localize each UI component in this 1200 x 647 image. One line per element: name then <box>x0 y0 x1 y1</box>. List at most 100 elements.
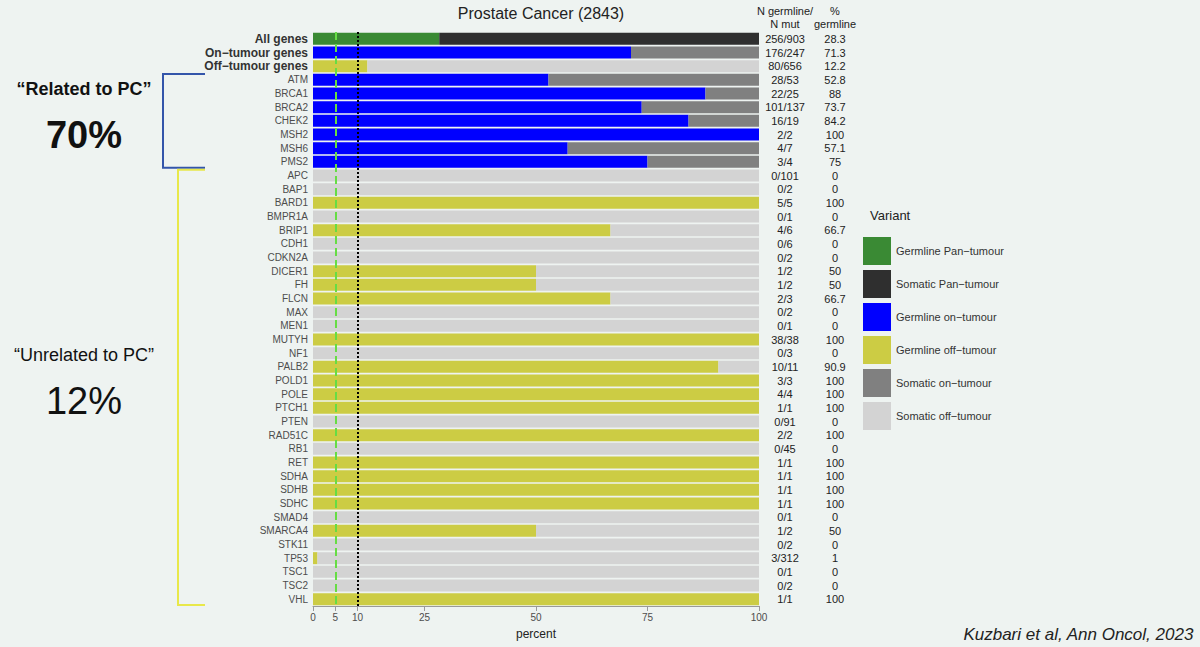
svg-text:88: 88 <box>829 88 841 100</box>
svg-text:0: 0 <box>832 252 838 264</box>
svg-text:CDH1: CDH1 <box>281 238 309 249</box>
svg-text:101/137: 101/137 <box>765 101 805 113</box>
svg-text:0/2: 0/2 <box>777 580 792 592</box>
svg-text:100: 100 <box>826 197 844 209</box>
svg-text:%: % <box>830 5 840 17</box>
svg-text:TSC1: TSC1 <box>282 566 308 577</box>
svg-text:TSC2: TSC2 <box>282 580 308 591</box>
svg-text:BRCA2: BRCA2 <box>275 102 309 113</box>
svg-text:PTCH1: PTCH1 <box>275 402 308 413</box>
svg-text:100: 100 <box>826 457 844 469</box>
svg-text:12%: 12% <box>46 380 122 422</box>
svg-text:1/1: 1/1 <box>777 484 792 496</box>
svg-text:Off−tumour genes: Off−tumour genes <box>204 59 308 73</box>
svg-text:0: 0 <box>832 443 838 455</box>
svg-text:Somatic off−tumour: Somatic off−tumour <box>896 410 992 422</box>
svg-text:3/3: 3/3 <box>777 375 792 387</box>
svg-text:0/1: 0/1 <box>777 511 792 523</box>
svg-text:84.2: 84.2 <box>824 115 845 127</box>
svg-text:2/2: 2/2 <box>777 429 792 441</box>
svg-text:CDKN2A: CDKN2A <box>267 252 308 263</box>
svg-text:PTEN: PTEN <box>281 416 308 427</box>
svg-text:Somatic Pan−tumour: Somatic Pan−tumour <box>896 278 999 290</box>
svg-text:0/2: 0/2 <box>777 306 792 318</box>
svg-text:0/2: 0/2 <box>777 183 792 195</box>
svg-text:MUTYH: MUTYH <box>272 334 308 345</box>
svg-text:52.8: 52.8 <box>824 74 845 86</box>
svg-text:0/45: 0/45 <box>774 443 795 455</box>
svg-text:28/53: 28/53 <box>771 74 799 86</box>
svg-text:5: 5 <box>333 612 339 623</box>
svg-text:10: 10 <box>352 612 364 623</box>
svg-text:50: 50 <box>530 612 542 623</box>
svg-text:66.7: 66.7 <box>824 224 845 236</box>
svg-text:VHL: VHL <box>289 594 309 605</box>
svg-text:2/2: 2/2 <box>777 129 792 141</box>
svg-text:BMPR1A: BMPR1A <box>267 211 308 222</box>
svg-text:1/2: 1/2 <box>777 279 792 291</box>
svg-text:Somatic on−tumour: Somatic on−tumour <box>896 377 992 389</box>
svg-text:100: 100 <box>826 498 844 510</box>
svg-text:100: 100 <box>826 375 844 387</box>
svg-text:All genes: All genes <box>255 32 309 46</box>
svg-text:0: 0 <box>832 320 838 332</box>
svg-text:FH: FH <box>295 279 308 290</box>
svg-text:0/101: 0/101 <box>771 170 799 182</box>
svg-text:0: 0 <box>310 612 316 623</box>
svg-text:4/6: 4/6 <box>777 224 792 236</box>
svg-text:1/1: 1/1 <box>777 457 792 469</box>
svg-text:SMARCA4: SMARCA4 <box>260 525 309 536</box>
svg-text:0/1: 0/1 <box>777 211 792 223</box>
svg-text:BAP1: BAP1 <box>282 184 308 195</box>
svg-text:NF1: NF1 <box>289 348 308 359</box>
svg-text:0/1: 0/1 <box>777 566 792 578</box>
svg-text:BRCA1: BRCA1 <box>275 88 309 99</box>
svg-text:100: 100 <box>826 470 844 482</box>
svg-text:Kuzbari et al, Ann Oncol, 2023: Kuzbari et al, Ann Oncol, 2023 <box>963 625 1194 644</box>
svg-text:SDHC: SDHC <box>280 498 308 509</box>
svg-text:FLCN: FLCN <box>282 293 308 304</box>
svg-text:3/312: 3/312 <box>771 552 799 564</box>
svg-text:PMS2: PMS2 <box>281 156 309 167</box>
svg-text:3/4: 3/4 <box>777 156 792 168</box>
svg-text:CHEK2: CHEK2 <box>275 115 309 126</box>
svg-text:0: 0 <box>832 566 838 578</box>
svg-text:0: 0 <box>832 183 838 195</box>
svg-text:0: 0 <box>832 580 838 592</box>
svg-text:MSH6: MSH6 <box>280 143 308 154</box>
svg-text:256/903: 256/903 <box>765 33 805 45</box>
svg-text:100: 100 <box>826 129 844 141</box>
svg-text:“Unrelated to PC”: “Unrelated to PC” <box>14 345 154 365</box>
svg-text:1/2: 1/2 <box>777 525 792 537</box>
svg-text:28.3: 28.3 <box>824 33 845 45</box>
svg-text:MSH2: MSH2 <box>280 129 308 140</box>
svg-text:N germline/: N germline/ <box>757 5 814 17</box>
svg-text:SDHA: SDHA <box>280 471 308 482</box>
svg-text:16/19: 16/19 <box>771 115 799 127</box>
svg-text:1/1: 1/1 <box>777 593 792 605</box>
svg-text:0/2: 0/2 <box>777 539 792 551</box>
svg-text:100: 100 <box>826 388 844 400</box>
svg-text:73.7: 73.7 <box>824 101 845 113</box>
svg-text:Germline Pan−tumour: Germline Pan−tumour <box>896 245 1004 257</box>
svg-text:SDHB: SDHB <box>280 484 308 495</box>
svg-text:1: 1 <box>832 552 838 564</box>
svg-text:germline: germline <box>814 18 856 30</box>
svg-text:0/2: 0/2 <box>777 252 792 264</box>
svg-text:50: 50 <box>829 279 841 291</box>
svg-text:0/91: 0/91 <box>774 416 795 428</box>
svg-text:0: 0 <box>832 416 838 428</box>
svg-text:Germline off−tumour: Germline off−tumour <box>896 344 997 356</box>
svg-text:POLD1: POLD1 <box>275 375 308 386</box>
svg-text:0/3: 0/3 <box>777 347 792 359</box>
svg-text:DICER1: DICER1 <box>271 266 308 277</box>
svg-text:1/1: 1/1 <box>777 402 792 414</box>
svg-text:4/4: 4/4 <box>777 388 792 400</box>
svg-text:50: 50 <box>829 265 841 277</box>
svg-text:Prostate Cancer (2843): Prostate Cancer (2843) <box>458 5 624 22</box>
svg-text:0: 0 <box>832 306 838 318</box>
svg-text:STK11: STK11 <box>278 539 308 550</box>
svg-text:percent: percent <box>516 627 557 641</box>
svg-text:50: 50 <box>829 525 841 537</box>
svg-text:ATM: ATM <box>288 74 308 85</box>
